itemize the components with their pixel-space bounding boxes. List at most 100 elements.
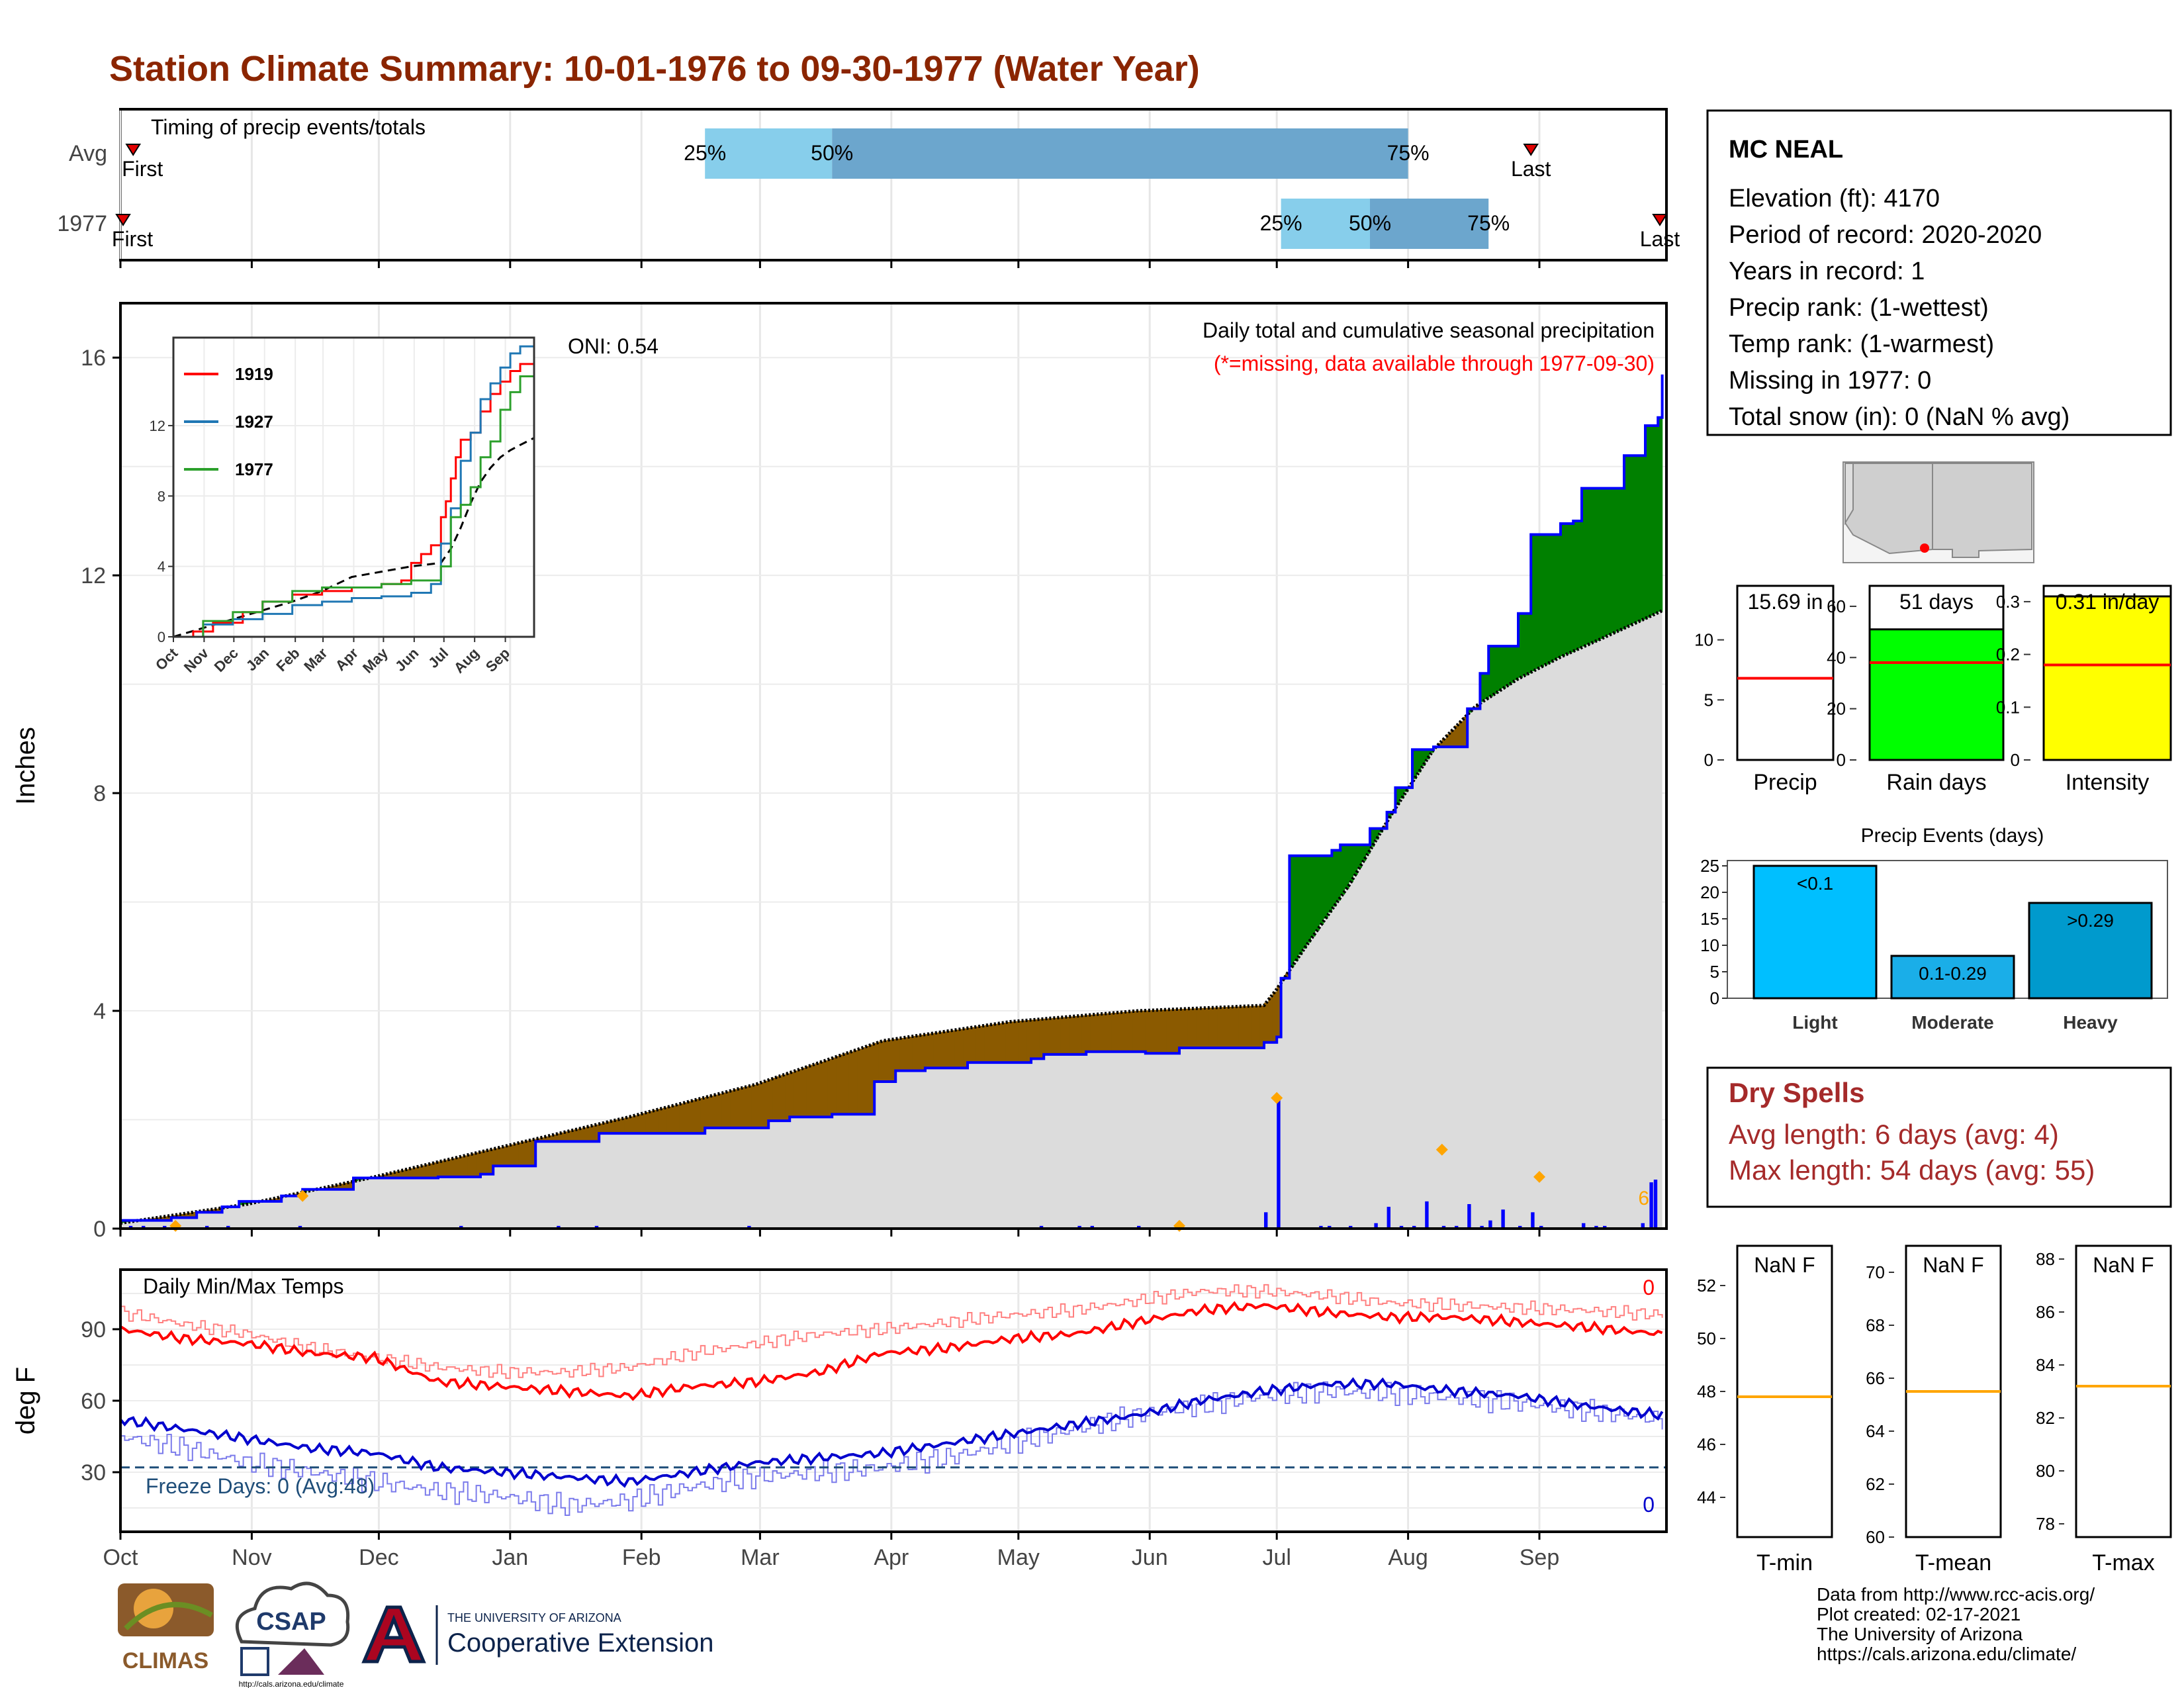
temp-ytick-label: 60 <box>81 1389 106 1414</box>
event-marker <box>1271 1092 1283 1104</box>
surplus-fill <box>1573 520 1578 651</box>
temp-box-category-label: T-max <box>2092 1550 2154 1575</box>
deficit-fill <box>1069 1016 1074 1055</box>
deficit-fill <box>1031 1019 1036 1059</box>
temp-box-ytick-label: 64 <box>1866 1421 1885 1441</box>
ua-a-icon <box>361 1605 426 1664</box>
summary-category-label: Intensity <box>2066 770 2150 795</box>
deficit-fill <box>1213 1007 1218 1048</box>
deficit-fill <box>1150 1010 1155 1054</box>
surplus-fill <box>1514 646 1519 680</box>
deficit-fill <box>684 1102 689 1134</box>
deficit-fill <box>1187 1008 1193 1048</box>
summary-ytick-label: 10 <box>1694 630 1713 650</box>
location-map <box>1843 461 2034 563</box>
summary-value-bar <box>2042 595 2172 761</box>
csap-mountain-icon <box>278 1648 324 1675</box>
deficit-fill <box>692 1100 697 1134</box>
inset-series-line <box>173 360 535 638</box>
timing-first-label: First <box>122 157 163 181</box>
surplus-fill <box>1603 488 1608 637</box>
station-line: Missing in 1977: 0 <box>1729 367 1931 395</box>
daily-precip-bar <box>1374 1223 1378 1229</box>
deficit-fill <box>1081 1015 1087 1055</box>
surplus-fill <box>1611 488 1616 633</box>
summary-category-label: Precip <box>1753 770 1817 795</box>
summary-ytick-label: 0 <box>1704 750 1713 770</box>
surplus-fill <box>1298 855 1303 955</box>
deficit-fill <box>573 1129 578 1142</box>
deficit-fill <box>1175 1009 1180 1054</box>
surplus-fill <box>1289 855 1295 968</box>
deficit-fill <box>984 1025 989 1063</box>
deficit-fill <box>1277 986 1282 1037</box>
footer-credits: Data from http://www.rcc-acis.org/ Plot … <box>1817 1584 2095 1664</box>
temp-box-ytick-label: 84 <box>2036 1355 2055 1375</box>
deficit-fill <box>1247 1006 1252 1048</box>
surplus-fill <box>1598 488 1604 639</box>
temp-box-category-label: T-mean <box>1915 1550 1991 1575</box>
daily-precip-bar <box>1264 1212 1268 1229</box>
deficit-fill <box>408 1168 414 1178</box>
daily-precip-bar <box>1455 1225 1459 1229</box>
daily-precip-bar <box>1480 1225 1484 1229</box>
precip-panel: 0 4 8 12 16 Inches Daily total and cumulativ… <box>11 302 1668 1242</box>
surplus-fill <box>1399 787 1404 799</box>
summary-ytick-label: 0.1 <box>1996 697 2020 717</box>
deficit-fill <box>544 1136 549 1142</box>
deficit-fill <box>599 1123 604 1134</box>
deficit-fill <box>277 1197 282 1201</box>
deficit-fill <box>480 1151 485 1174</box>
surplus-fill <box>1653 426 1659 614</box>
summary-category-label: Rain days <box>1886 770 1986 795</box>
freeze-days-label: Freeze Days: 0 (Avg:48) <box>146 1474 375 1498</box>
deficit-fill <box>167 1215 172 1221</box>
summary-ytick-label: 0 <box>1837 750 1846 770</box>
deficit-fill <box>1196 1008 1201 1048</box>
daily-precip-bar <box>1539 1225 1543 1229</box>
deficit-fill <box>1077 1015 1083 1055</box>
surplus-fill <box>1535 534 1540 669</box>
ua-small-text: THE UNIVERSITY OF ARIZONA <box>447 1611 621 1624</box>
deficit-fill <box>527 1140 532 1166</box>
surplus-fill <box>1344 845 1349 889</box>
deficit-fill <box>213 1209 218 1213</box>
deficit-fill <box>1192 1008 1197 1048</box>
climas-logo: CLIMAS <box>118 1583 214 1673</box>
surplus-fill <box>1332 850 1337 907</box>
timing-bar-50-75 <box>1370 199 1489 249</box>
average-cumulative-area <box>120 610 1662 1229</box>
inset-ytick-label: 8 <box>158 488 165 504</box>
deficit-fill <box>1048 1018 1053 1055</box>
daily-precip-bar <box>1090 1225 1094 1229</box>
surplus-fill <box>1492 646 1498 694</box>
daily-precip-bar <box>1582 1223 1586 1229</box>
surplus-fill <box>1501 646 1506 688</box>
surplus-fill <box>1416 749 1422 773</box>
deficit-fill <box>802 1067 807 1117</box>
daily-precip-bar <box>1425 1201 1429 1229</box>
tmax-count: 0 <box>1643 1276 1655 1299</box>
deficit-fill <box>721 1092 727 1128</box>
timing-quartile-label: 50% <box>811 141 853 165</box>
station-info: MC NEAL Elevation (ft): 4170 Period of r… <box>1706 109 2172 436</box>
surplus-fill <box>1632 455 1637 624</box>
deficit-fill <box>641 1113 647 1134</box>
temp-box-ytick-label: 82 <box>2036 1408 2055 1428</box>
deficit-fill <box>735 1089 739 1128</box>
temp-box-ytick-label: 88 <box>2036 1249 2055 1269</box>
dry-spells-avg: Avg length: 6 days (avg: 4) <box>1729 1119 2059 1150</box>
deficit-fill <box>700 1098 705 1134</box>
deficit-fill <box>1171 1009 1176 1054</box>
temp-box-ytick-label: 48 <box>1697 1382 1716 1401</box>
oni-label: ONI: 0.54 <box>568 334 659 358</box>
timing-row-avg-label: Avg <box>69 141 107 166</box>
temp-box-ytick-label: 52 <box>1697 1276 1716 1295</box>
timing-first-label: First <box>112 227 153 251</box>
deficit-fill <box>1099 1013 1104 1052</box>
deficit-fill <box>743 1087 748 1128</box>
average-cumulative-line <box>120 609 1663 1225</box>
deficit-fill <box>811 1064 816 1117</box>
